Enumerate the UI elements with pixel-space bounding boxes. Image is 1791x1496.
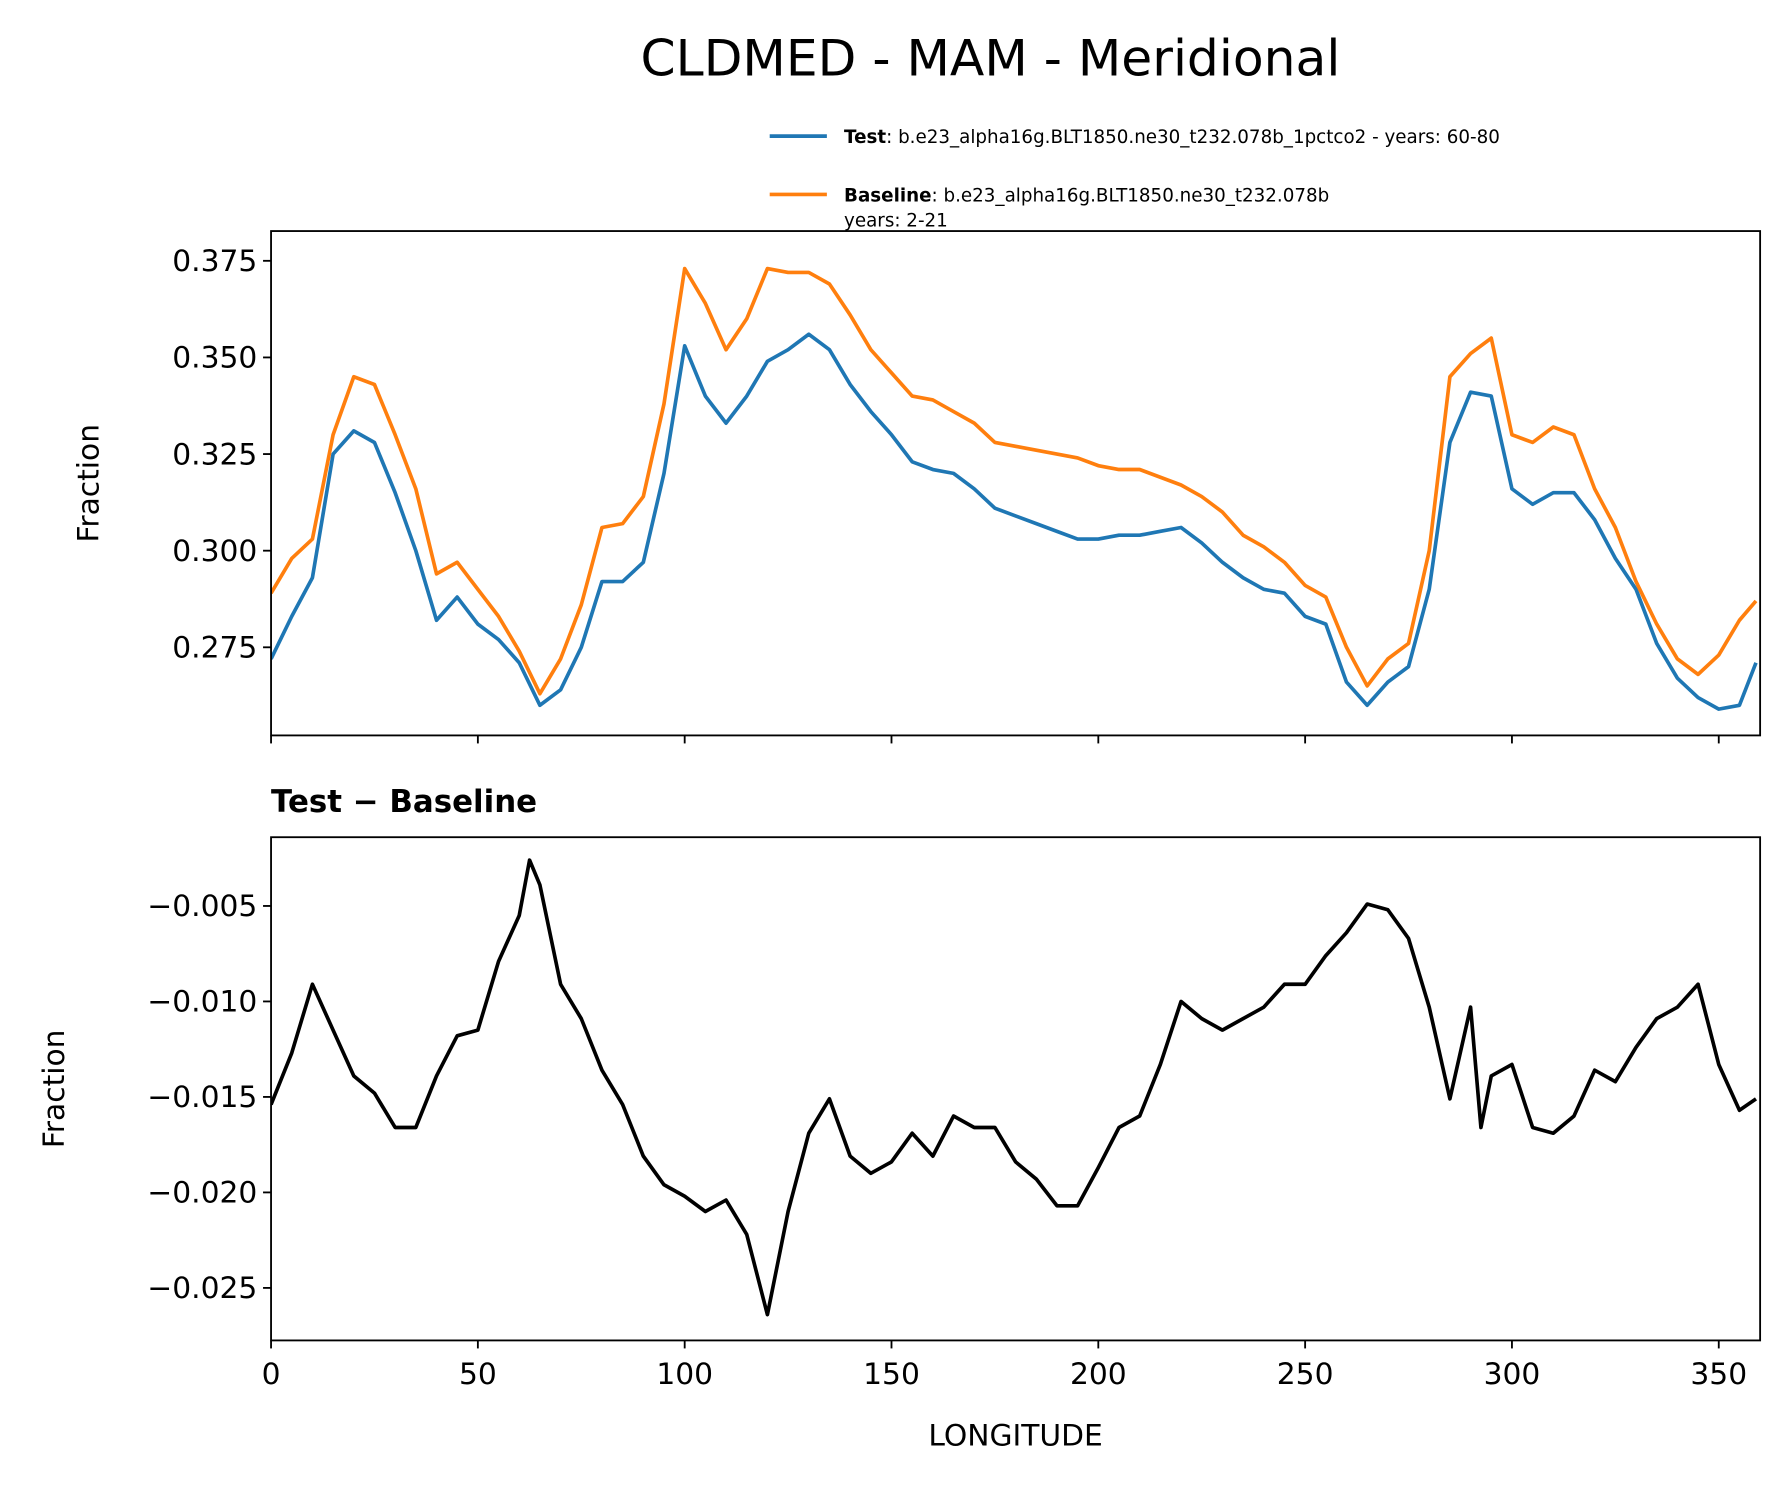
y-axis-label: Fraction <box>71 424 106 543</box>
y-tick-label: −0.025 <box>147 1271 257 1306</box>
data-line <box>271 332 1758 711</box>
y-tick-label: 0.325 <box>172 437 257 472</box>
axes-frame <box>270 230 1762 737</box>
x-tick-label: 100 <box>656 1357 713 1392</box>
legend-description: years: 2-21 <box>844 210 948 231</box>
legend-entry: Baseline: b.e23_alpha16g.BLT1850.ne30_t2… <box>844 185 1329 231</box>
data-line <box>271 858 1758 1317</box>
y-tick-label: 0.375 <box>172 244 257 279</box>
y-tick-label: 0.350 <box>172 341 257 376</box>
legend-name: Test <box>844 127 886 148</box>
legend-description: : b.e23_alpha16g.BLT1850.ne30_t232.078b <box>932 185 1330 206</box>
x-tick-label: 0 <box>262 1357 281 1392</box>
x-tick-label: 150 <box>863 1357 920 1392</box>
y-tick-label: −0.020 <box>147 1176 257 1211</box>
x-tick-label: 300 <box>1484 1357 1541 1392</box>
x-tick-label: 250 <box>1277 1357 1334 1392</box>
legend-name: Baseline <box>844 185 932 206</box>
axes-frame <box>270 836 1762 1342</box>
figure-title: CLDMED - MAM - Meridional <box>641 29 1341 88</box>
y-tick-label: 0.300 <box>172 534 257 569</box>
x-tick-label: 200 <box>1070 1357 1127 1392</box>
y-tick-label: −0.010 <box>147 985 257 1020</box>
y-tick-label: −0.005 <box>147 889 257 924</box>
data-line <box>271 266 1758 696</box>
x-tick-label: 50 <box>459 1357 497 1392</box>
x-axis-label: LONGITUDE <box>928 1419 1102 1454</box>
axes-title: Test − Baseline <box>271 784 537 820</box>
legend-entry: Test: b.e23_alpha16g.BLT1850.ne30_t232.0… <box>844 127 1500 148</box>
y-axis-label: Fraction <box>37 1029 72 1148</box>
y-tick-label: −0.015 <box>147 1080 257 1115</box>
y-tick-label: 0.275 <box>172 631 257 666</box>
x-tick-label: 350 <box>1690 1357 1747 1392</box>
legend-description: : b.e23_alpha16g.BLT1850.ne30_t232.078b_… <box>886 127 1500 148</box>
